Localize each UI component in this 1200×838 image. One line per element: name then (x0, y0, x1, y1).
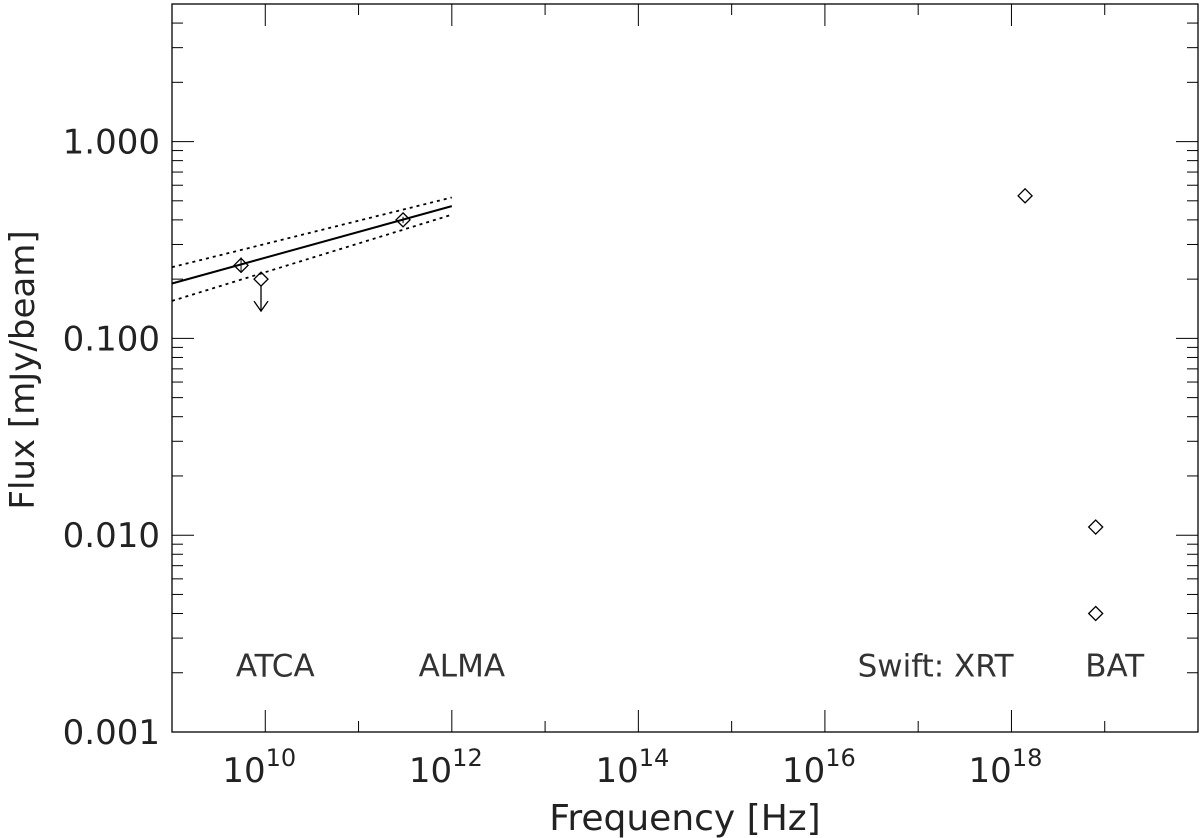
y-tick-label: 0.001 (63, 713, 160, 753)
data-point (1017, 187, 1034, 204)
y-tick-label: 1.000 (63, 123, 160, 163)
upper-limit-arrowhead (253, 300, 269, 313)
instrument-label: ATCA (236, 649, 315, 685)
x-tick-label: 1010 (222, 744, 296, 791)
instrument-label: BAT (1085, 649, 1145, 685)
fit-lower-bound (171, 213, 453, 302)
x-tick-label: 1012 (409, 744, 483, 791)
data-point (1087, 605, 1104, 622)
instrument-label: Swift: XRT (858, 649, 1015, 685)
x-axis-title: Frequency [Hz] (549, 798, 820, 838)
x-tick-label: 1018 (969, 744, 1043, 791)
y-tick-label: 0.100 (63, 319, 160, 359)
fit-upper-bound (171, 196, 453, 269)
y-axis-title: Flux [mJy/beam] (3, 230, 43, 509)
fit-line (171, 205, 453, 285)
y-tick-label: 0.010 (63, 516, 160, 556)
plot-frame (171, 3, 1199, 733)
instrument-label: ALMA (419, 649, 505, 685)
x-tick-label: 1014 (595, 744, 669, 791)
data-point (395, 211, 411, 228)
data-point (1087, 519, 1104, 535)
x-tick-label: 1016 (782, 744, 856, 791)
